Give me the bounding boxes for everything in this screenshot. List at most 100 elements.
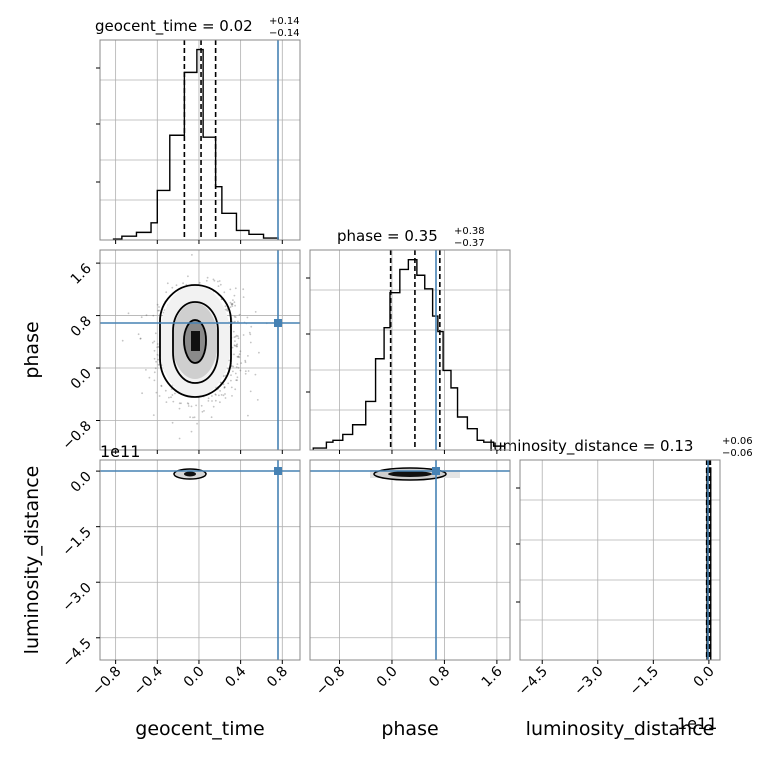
gridlines [100,40,720,660]
sample-point [248,331,251,334]
sample-point [235,366,238,369]
x-tick-label: −0.8 [313,664,348,699]
sample-point [200,404,203,407]
sample-point [148,376,151,379]
sample-point [182,282,185,285]
sample-point [247,355,249,357]
sample-point [157,345,160,348]
sample-point [218,394,220,397]
sample-point [242,288,245,291]
sample-point [237,320,239,323]
panel-phase-vs-geocent-time [100,250,300,450]
sample-point [121,339,124,342]
x-tick-label: 0.0 [181,664,208,691]
sample-point [153,340,156,343]
sample-point [160,384,163,387]
sample-point [229,301,232,304]
sample-point [233,301,236,304]
title-lumdist-value: 0.13 [660,437,693,455]
sample-point [172,400,175,403]
panel-frame [309,459,511,661]
sample-point [189,416,192,418]
sample-point [203,410,205,412]
sample-point [214,399,217,402]
sample-point [157,309,160,312]
sample-point [237,355,240,358]
x-tick-label: 0.4 [222,663,249,690]
sample-point [186,402,189,404]
sample-point [237,356,240,358]
sample-point [239,369,242,372]
y-tick-label: 0.0 [68,366,95,393]
sample-point [155,360,158,363]
x-tick-label: −0.8 [89,664,124,699]
sample-point [165,291,168,294]
contour-mid [172,301,219,384]
sample-point [170,396,172,399]
sample-point [238,353,241,356]
sample-point [145,314,148,317]
sample-point [137,333,140,336]
sample-point [230,386,233,389]
truth-marker-scatter [274,319,282,327]
sample-point [195,404,198,407]
offset-label-lumdist-y: 1e11 [100,442,140,461]
sample-point [207,397,210,400]
sample-point [205,279,208,282]
x-tick-label: 0.0 [691,664,718,691]
sample-point [187,405,190,407]
contour-inner [183,319,207,364]
sample-point [210,416,213,419]
sample-point [244,359,247,362]
sample-point [227,367,230,370]
sample-point [220,394,223,396]
offset-label-lumdist-x: 1e11 [677,714,717,733]
sample-point [244,370,247,373]
sample-point [232,330,235,333]
sample-point [190,405,193,408]
sample-point [214,393,217,396]
sample-point [224,305,227,308]
panel-frames [99,39,721,661]
sample-point [250,325,253,328]
sample-point [165,401,168,403]
sample-point [160,385,163,388]
sample-point [154,367,157,370]
title-geocent-time: geocent_time = 0.02 +0.14 −0.14 [95,16,300,39]
density-core [191,331,200,351]
sample-point [236,343,239,346]
sample-point [235,334,238,337]
sample-point [235,345,238,348]
sample-point [166,282,169,285]
sample-point [235,379,238,382]
sample-point [219,401,221,404]
sample-point [237,335,239,338]
sample-point [249,333,252,336]
sample-point [187,403,190,405]
svg-text:luminosity_distance = 0.13: luminosity_distance = 0.13 [489,437,693,456]
svg-text:geocent_time = 0.02: geocent_time = 0.02 [95,17,253,36]
sample-point [157,363,160,366]
sample-point [249,341,252,344]
sample-point [232,299,234,301]
panel-lumdist-hist: luminosity_distance = 0.13 +0.06 −0.06 [489,436,753,660]
sample-point [145,369,147,371]
sample-point [224,393,226,395]
quantile-lines-luminosity-distance [705,460,712,660]
panel-phase-hist: phase = 0.35 +0.38 −0.37 [312,226,506,450]
sample-point [171,394,174,396]
sample-point [155,391,158,394]
sample-point [234,320,236,323]
sample-point [238,313,241,316]
sample-point [168,396,170,399]
sample-point [152,414,155,416]
sample-point [236,376,239,379]
sample-point [229,288,232,291]
sample-point [230,303,233,306]
panel-lumdist-vs-geocent-time [100,460,300,660]
sample-point [249,390,252,393]
sample-point [233,353,235,356]
sample-point [247,414,249,417]
sample-point [152,314,155,317]
